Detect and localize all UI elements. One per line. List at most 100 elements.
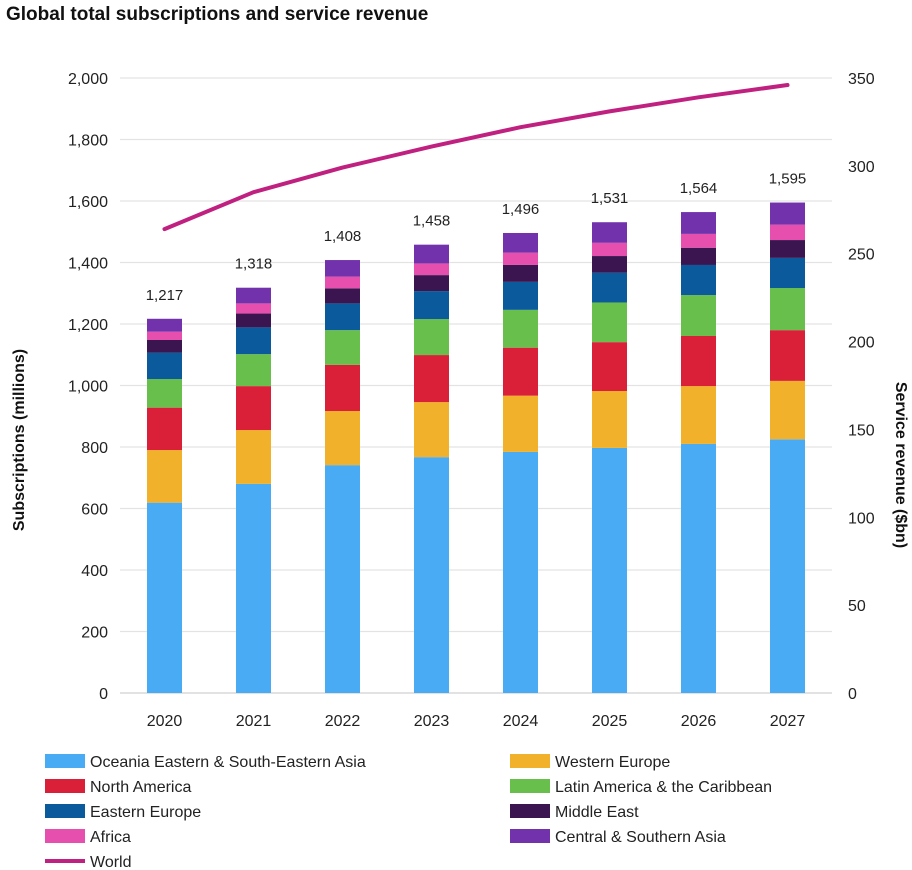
x-tick-label: 2027: [770, 713, 806, 730]
bar-segment-eastern-europe-2021: [236, 327, 271, 355]
x-tick-label: 2020: [147, 713, 183, 730]
bar-segment-north-america-2020: [147, 407, 182, 451]
y2-axis-title: Service revenue ($bn): [892, 382, 909, 548]
bar-segment-central-southern-asia-2026: [681, 212, 716, 234]
x-tick-label: 2023: [414, 713, 450, 730]
bar-segment-central-southern-asia-2021: [236, 287, 271, 304]
bar-segment-middle-east-2020: [147, 339, 182, 353]
legend-label: North America: [90, 779, 191, 796]
bar-segment-central-southern-asia-2024: [503, 232, 538, 253]
bar-segment-north-america-2023: [414, 355, 449, 403]
bar-segment-eastern-europe-2024: [503, 281, 538, 310]
bar-segment-eastern-europe-2022: [325, 303, 360, 331]
legend-swatch: [45, 779, 85, 793]
bar-segment-latin-america-the-caribbean-2027: [770, 288, 805, 331]
y2-tick-label: 250: [848, 247, 875, 264]
y-tick-label: 400: [81, 563, 108, 580]
legend-label: Western Europe: [555, 754, 670, 771]
total-data-label: 1,531: [591, 190, 629, 207]
legend-label: Eastern Europe: [90, 804, 201, 821]
total-data-label: 1,595: [769, 171, 807, 188]
bar-segment-central-southern-asia-2022: [325, 260, 360, 277]
bar-segment-africa-2027: [770, 224, 805, 241]
chart-title: Global total subscriptions and service r…: [6, 4, 429, 25]
y2-tick-label: 100: [848, 510, 875, 527]
bar-segment-latin-america-the-caribbean-2020: [147, 379, 182, 408]
legend-swatch: [510, 754, 550, 768]
bar-segment-africa-2025: [592, 242, 627, 257]
bar-segment-north-america-2024: [503, 347, 538, 396]
bar-segment-middle-east-2027: [770, 240, 805, 258]
y2-tick-label: 0: [848, 686, 857, 703]
bar-segment-latin-america-the-caribbean-2026: [681, 295, 716, 336]
bar-segment-latin-america-the-caribbean-2021: [236, 354, 271, 387]
bar-segment-central-southern-asia-2025: [592, 222, 627, 243]
bar-segment-latin-america-the-caribbean-2023: [414, 319, 449, 356]
world-revenue-line: [162, 83, 790, 232]
bar-segment-middle-east-2023: [414, 275, 449, 292]
total-data-label: 1,217: [146, 287, 184, 304]
x-tick-label: 2022: [325, 713, 361, 730]
y2-tick-label: 350: [848, 71, 875, 88]
x-tick-label: 2021: [236, 713, 272, 730]
bar-segment-africa-2023: [414, 263, 449, 276]
y-tick-label: 1,400: [68, 256, 108, 273]
legend-swatch: [45, 829, 85, 843]
y-tick-label: 1,800: [68, 133, 108, 150]
bar-segment-western-europe-2025: [592, 391, 627, 448]
bar-segment-oceania-eastern-south-eastern-asia-2020: [147, 502, 182, 693]
bar-segment-western-europe-2020: [147, 450, 182, 503]
bar-segment-oceania-eastern-south-eastern-asia-2022: [325, 465, 360, 693]
bar-segment-africa-2022: [325, 276, 360, 289]
total-data-label: 1,458: [413, 213, 451, 230]
x-tick-label: 2025: [592, 713, 628, 730]
bar-segment-eastern-europe-2023: [414, 291, 449, 320]
total-data-label: 1,318: [235, 256, 273, 273]
legend-label: Middle East: [555, 804, 639, 821]
bar-segment-western-europe-2023: [414, 402, 449, 458]
bar-segment-oceania-eastern-south-eastern-asia-2023: [414, 457, 449, 693]
bar-segment-north-america-2026: [681, 335, 716, 387]
y-tick-label: 1,200: [68, 317, 108, 334]
bar-segment-latin-america-the-caribbean-2024: [503, 309, 538, 348]
legend-swatch: [45, 754, 85, 768]
y2-tick-label: 50: [848, 598, 866, 615]
y-tick-label: 2,000: [68, 71, 108, 88]
y2-tick-label: 300: [848, 159, 875, 176]
total-data-label: 1,564: [680, 180, 718, 197]
bar-segment-eastern-europe-2025: [592, 272, 627, 303]
bar-segment-eastern-europe-2027: [770, 257, 805, 289]
bar-segment-eastern-europe-2020: [147, 352, 182, 380]
bar-segment-central-southern-asia-2023: [414, 244, 449, 264]
total-data-label: 1,496: [502, 201, 540, 218]
bar-segment-central-southern-asia-2020: [147, 318, 182, 332]
bar-segment-north-america-2021: [236, 386, 271, 431]
bar-segment-latin-america-the-caribbean-2025: [592, 302, 627, 343]
total-data-label: 1,408: [324, 228, 362, 245]
legend-swatch: [510, 829, 550, 843]
bar-segment-middle-east-2025: [592, 256, 627, 273]
legend-label: Oceania Eastern & South-Eastern Asia: [90, 754, 366, 771]
bar-segment-eastern-europe-2026: [681, 264, 716, 296]
y-tick-label: 1,600: [68, 194, 108, 211]
bar-segment-oceania-eastern-south-eastern-asia-2026: [681, 443, 716, 693]
legend-label: World: [90, 854, 132, 870]
bar-segment-north-america-2022: [325, 364, 360, 412]
bar-segment-africa-2021: [236, 303, 271, 314]
bar-segment-western-europe-2024: [503, 395, 538, 452]
y2-tick-label: 200: [848, 335, 875, 352]
bar-segment-western-europe-2026: [681, 386, 716, 444]
bar-segment-western-europe-2027: [770, 380, 805, 440]
y-tick-label: 600: [81, 502, 108, 519]
legend-swatch: [510, 804, 550, 818]
legend-swatch: [510, 779, 550, 793]
y-axis-title: Subscriptions (millions): [11, 349, 28, 531]
y-tick-label: 200: [81, 625, 108, 642]
bar-segment-middle-east-2022: [325, 288, 360, 304]
y-tick-label: 1,000: [68, 379, 108, 396]
y-tick-label: 800: [81, 440, 108, 457]
bar-segment-western-europe-2022: [325, 411, 360, 466]
legend-label: Africa: [90, 829, 131, 846]
bar-segment-oceania-eastern-south-eastern-asia-2024: [503, 451, 538, 693]
